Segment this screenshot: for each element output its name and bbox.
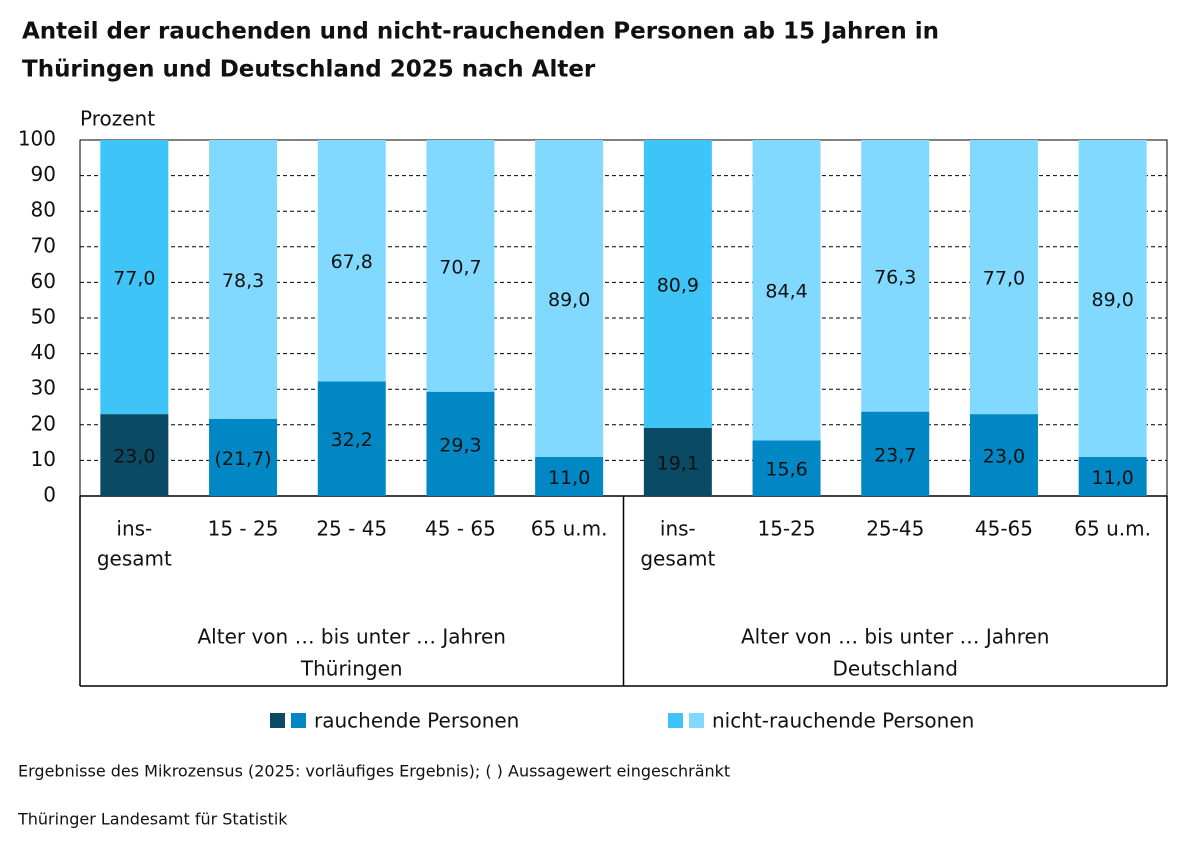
bar-segment (861, 140, 930, 412)
value-label: 23,7 (874, 444, 916, 466)
bar-segment (752, 140, 821, 441)
y-tick-label: 20 (31, 411, 56, 435)
bar-segment (861, 411, 930, 496)
y-tick-label: 60 (31, 269, 56, 293)
group-axis-label: Alter von … bis unter … Jahren (741, 625, 1050, 649)
bar-segment (643, 428, 712, 496)
value-label: 32,2 (331, 429, 373, 451)
bar-segment (100, 414, 169, 496)
legend-swatch (270, 713, 285, 728)
bar-segment (535, 456, 604, 496)
bar-segment (969, 414, 1038, 496)
bar-segment (100, 140, 169, 415)
y-tick-label: 50 (31, 305, 56, 329)
bar-segment (209, 418, 278, 496)
value-label: 77,0 (113, 268, 155, 290)
group-axis-label: Alter von … bis unter … Jahren (198, 625, 507, 649)
bar-segment (209, 140, 278, 419)
y-tick-label: 0 (43, 483, 56, 507)
chart-title: Anteil der rauchenden und nicht-rauchend… (22, 19, 939, 45)
legend-label: rauchende Personen (314, 709, 519, 733)
value-label: 89,0 (1091, 289, 1133, 311)
bar-segment (426, 391, 495, 496)
x-tick-label: 25-45 (866, 517, 924, 541)
bar-segment (752, 440, 821, 496)
value-label: 19,1 (657, 453, 699, 475)
group-label: Deutschland (833, 657, 959, 681)
bar-segment (969, 140, 1038, 415)
value-label: 89,0 (548, 289, 590, 311)
value-label: 80,9 (657, 275, 699, 297)
x-tick-label: 15 - 25 (208, 517, 279, 541)
x-tick-label: 45-65 (975, 517, 1033, 541)
y-tick-label: 10 (31, 447, 56, 471)
y-axis-label: Prozent (80, 107, 155, 131)
chart-title: Thüringen und Deutschland 2025 nach Alte… (22, 57, 596, 83)
x-tick-label: 45 - 65 (425, 517, 496, 541)
legend-swatch (291, 713, 306, 728)
note: Ergebnisse des Mikrozensus (2025: vorläu… (18, 762, 730, 781)
value-label: 77,0 (983, 268, 1025, 290)
x-tick-label: 65 u.m. (531, 517, 608, 541)
value-label: 11,0 (548, 467, 590, 489)
y-tick-label: 70 (31, 233, 56, 257)
y-tick-label: 100 (18, 127, 56, 151)
y-tick-label: 90 (31, 162, 56, 186)
y-tick-label: 30 (31, 376, 56, 400)
value-label: 76,3 (874, 266, 916, 288)
x-tick-label: ins- (660, 517, 696, 541)
bar-segment (1078, 140, 1147, 457)
value-label: 70,7 (439, 256, 481, 278)
legend-swatch (668, 713, 683, 728)
value-label: 78,3 (222, 270, 264, 292)
legend-label: nicht-rauchende Personen (712, 709, 974, 733)
bar-segment (317, 140, 386, 382)
group-label: Thüringen (300, 657, 403, 681)
x-tick-label: 25 - 45 (316, 517, 387, 541)
x-tick-label: ins- (116, 517, 152, 541)
x-tick-label: gesamt (97, 547, 172, 571)
bar-segment (426, 140, 495, 392)
value-label: 23,0 (983, 446, 1025, 468)
x-tick-label: 15-25 (757, 517, 815, 541)
bar-segment (317, 381, 386, 496)
y-tick-label: 40 (31, 340, 56, 364)
note: Thüringer Landesamt für Statistik (17, 810, 288, 829)
value-label: 84,4 (765, 281, 807, 303)
x-tick-label: gesamt (640, 547, 715, 571)
value-label: (21,7) (214, 448, 271, 470)
value-label: 67,8 (331, 251, 373, 273)
value-label: 15,6 (765, 459, 807, 481)
value-label: 11,0 (1091, 467, 1133, 489)
y-tick-label: 80 (31, 198, 56, 222)
value-label: 23,0 (113, 446, 155, 468)
bar-segment (643, 140, 712, 429)
legend-swatch (689, 713, 704, 728)
bar-segment (535, 140, 604, 457)
x-tick-label: 65 u.m. (1074, 517, 1151, 541)
value-label: 29,3 (439, 434, 481, 456)
bar-segment (1078, 456, 1147, 496)
